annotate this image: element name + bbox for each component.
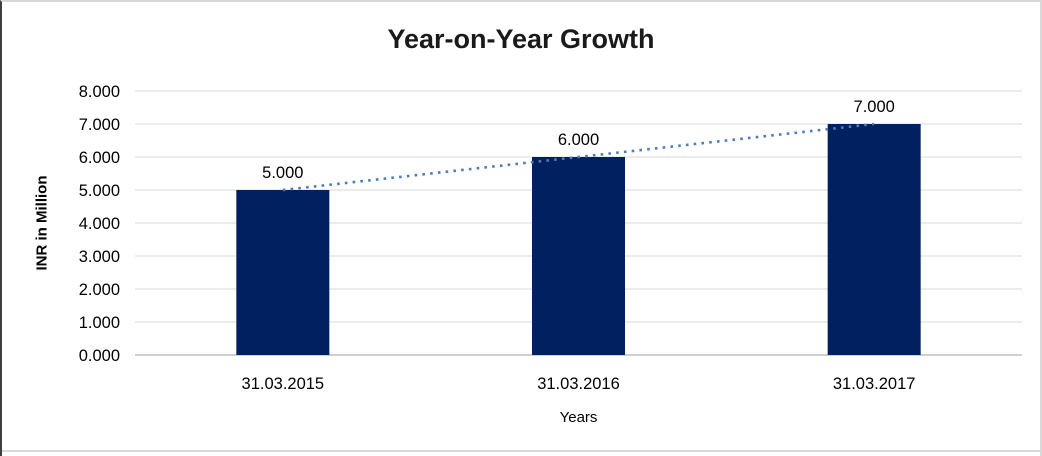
y-tick-label: 4.000 [79, 215, 120, 233]
y-tick-label: 5.000 [79, 182, 120, 200]
x-category-label: 31.03.2017 [833, 375, 916, 393]
y-tick-label: 2.000 [79, 281, 120, 299]
y-tick-label: 7.000 [79, 116, 120, 134]
bar [532, 157, 625, 355]
x-category-label: 31.03.2015 [242, 375, 325, 393]
y-tick-label: 6.000 [79, 149, 120, 167]
y-tick-label: 0.000 [79, 347, 120, 365]
bar [827, 124, 921, 355]
bar [236, 190, 330, 355]
bar-value-label: 7.000 [854, 98, 895, 116]
x-axis-title: Years [559, 409, 598, 426]
y-tick-label: 8.000 [79, 83, 120, 101]
bar-value-label: 6.000 [558, 131, 599, 149]
trendline [282, 122, 875, 192]
y-tick-label: 3.000 [79, 248, 120, 266]
frame-bottom-border [2, 450, 1040, 452]
x-category-label: 31.03.2016 [537, 375, 620, 393]
bar-value-label: 5.000 [262, 164, 303, 182]
chart-title: Year-on-Year Growth [387, 24, 655, 54]
y-tick-label: 1.000 [79, 314, 120, 332]
